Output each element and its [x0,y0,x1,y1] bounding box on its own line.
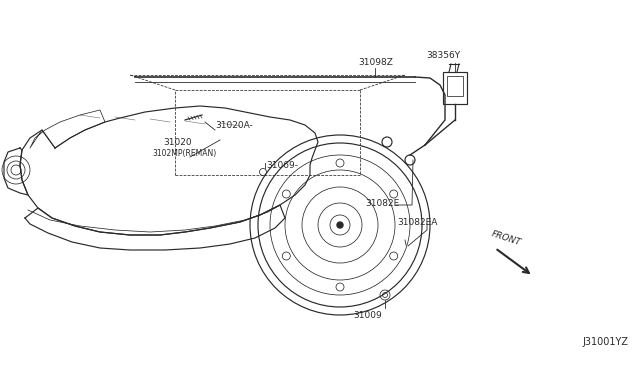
Text: 31020A-: 31020A- [215,121,253,129]
Text: J31001YZ: J31001YZ [582,337,628,347]
Circle shape [337,222,343,228]
Polygon shape [25,205,285,250]
Text: 31020: 31020 [163,138,191,147]
Text: 3102MP(REMAN): 3102MP(REMAN) [152,148,216,157]
Polygon shape [4,148,28,195]
Polygon shape [20,106,318,235]
Text: 31009: 31009 [354,311,382,321]
Text: 31069-: 31069- [266,160,298,170]
Text: FRONT: FRONT [490,229,522,247]
Text: 38356Y: 38356Y [426,51,460,60]
Text: 31082EA: 31082EA [397,218,437,227]
Text: 31082E: 31082E [365,199,399,208]
Text: 31098Z: 31098Z [358,58,393,67]
Circle shape [250,135,430,315]
